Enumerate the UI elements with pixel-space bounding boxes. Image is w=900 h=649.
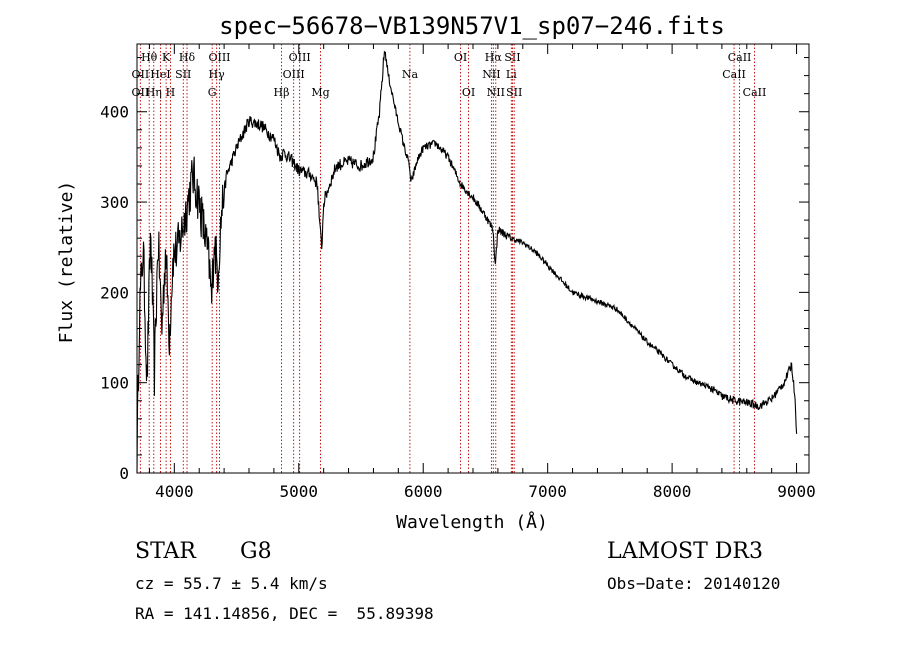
x-tick-label: 8000 bbox=[653, 482, 692, 501]
spectral-line-label: OIII bbox=[289, 51, 311, 64]
y-tick-label: 200 bbox=[100, 283, 129, 302]
spectral-line-label: G bbox=[208, 86, 217, 99]
x-axis-label: Wavelength (Å) bbox=[396, 511, 548, 533]
spectral-line-label: CaII bbox=[722, 68, 746, 81]
spectral-line-label: Hβ bbox=[274, 86, 290, 99]
y-tick-label: 0 bbox=[119, 464, 129, 483]
spectral-line-label: NII bbox=[482, 68, 500, 81]
x-tick-label: 7000 bbox=[528, 482, 567, 501]
y-tick-label: 300 bbox=[100, 193, 129, 212]
y-tick-label: 400 bbox=[100, 103, 129, 122]
spectral-line-label: OI bbox=[454, 51, 467, 64]
spectral-line-label: Hα bbox=[485, 51, 503, 64]
y-axis: 0 100 200 300 400 bbox=[100, 57, 809, 483]
spectral-line-label: CaII bbox=[728, 51, 752, 64]
plot-frame bbox=[136, 43, 810, 474]
spectral-line-label: Mg bbox=[311, 86, 329, 99]
subclass-label: G8 bbox=[240, 539, 272, 564]
spectral-line-label: OI bbox=[462, 86, 475, 99]
x-axis: 4000 5000 6000 7000 8000 9000 bbox=[148, 44, 816, 501]
spectral-line-label: H bbox=[166, 86, 176, 99]
x-tick-label: 6000 bbox=[404, 482, 443, 501]
obs-date-text: Obs−Date: 20140120 bbox=[607, 574, 781, 593]
spectral-line-label: SII bbox=[175, 68, 191, 81]
spectral-line-label: K bbox=[162, 51, 171, 64]
spectral-line-label: Hη bbox=[146, 86, 162, 99]
spectral-line-label: Li bbox=[506, 68, 517, 81]
redshift-text: cz = 55.7 ± 5.4 km/s bbox=[135, 574, 328, 593]
flux-line bbox=[136, 50, 798, 474]
spectral-line-label: OII bbox=[132, 86, 150, 99]
survey-label: LAMOST DR3 bbox=[607, 539, 763, 564]
spectral-line-label: SII bbox=[506, 86, 522, 99]
spectral-line-label: CaII bbox=[743, 86, 767, 99]
spectral-line-label: Hθ bbox=[141, 51, 158, 64]
coordinates-text: RA = 141.14856, DEC = 55.89398 bbox=[135, 604, 434, 623]
spectral-line-label: SII bbox=[504, 51, 520, 64]
x-tick-label: 5000 bbox=[280, 482, 319, 501]
class-label: STAR bbox=[135, 539, 196, 564]
spectral-line-label: OII bbox=[132, 68, 150, 81]
y-tick-label: 100 bbox=[100, 374, 129, 393]
spectral-lines: Hθ OII OII K HeI Hη Hδ SII H OIII Hγ G OIII OIII Hβ Mg N… bbox=[132, 44, 767, 473]
spectral-line-label: NII bbox=[487, 86, 505, 99]
spectral-line-label: Hδ bbox=[179, 51, 196, 64]
spectral-line-label: OIII bbox=[283, 68, 305, 81]
y-axis-label: Flux (relative) bbox=[56, 181, 77, 344]
chart-title: spec−56678−VB139N57V1_sp07−246.fits bbox=[219, 12, 725, 40]
spectral-line-label: HeI bbox=[150, 68, 170, 81]
spectral-line-label: OIII bbox=[208, 51, 230, 64]
x-tick-label: 4000 bbox=[155, 482, 194, 501]
spectral-line-label: Hγ bbox=[209, 68, 226, 81]
spectral-line-label: Na bbox=[402, 68, 419, 81]
x-tick-label: 9000 bbox=[777, 482, 816, 501]
